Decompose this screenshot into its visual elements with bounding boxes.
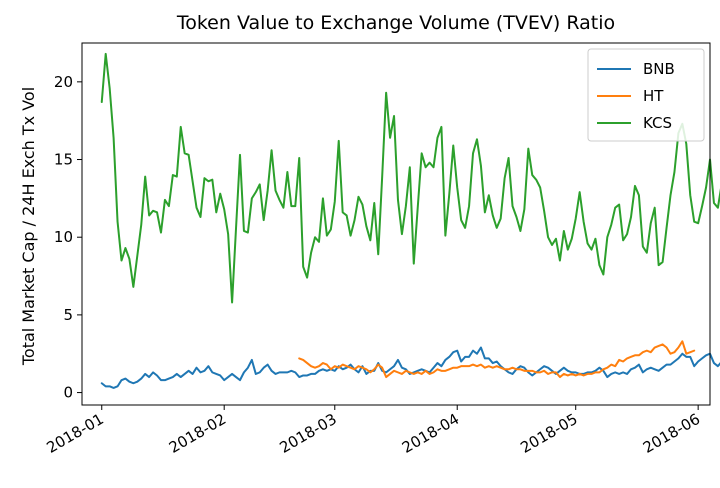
plot-area: 0 5 10 15 20 2018-01 2018-02 2018-03 2018-04 2018… <box>43 42 720 457</box>
legend-box <box>587 48 705 142</box>
legend-label-ht: HT <box>643 87 664 105</box>
legend-label-bnb: BNB <box>643 60 675 78</box>
series-line-ht <box>298 340 696 379</box>
x-tick-label: 2018-03 <box>276 410 339 457</box>
series-line-bnb <box>100 346 720 389</box>
y-tick-label: 0 <box>63 384 73 402</box>
series-line-kcs <box>100 52 720 304</box>
legend-label-kcs: KCS <box>643 114 672 132</box>
x-tick-label: 2018-04 <box>399 410 462 457</box>
y-tick-label: 5 <box>63 306 73 324</box>
x-tick-label: 2018-02 <box>166 410 229 457</box>
x-tick-label: 2018-06 <box>640 410 703 457</box>
x-tick-label: 2018-05 <box>517 410 580 457</box>
chart-title: Token Value to Exchange Volume (TVEV) Ra… <box>176 12 615 34</box>
x-tick-label: 2018-01 <box>43 410 106 457</box>
axes-frame <box>81 42 711 406</box>
legend: BNB HT KCS <box>587 48 705 142</box>
y-tick-label: 20 <box>54 73 73 91</box>
y-tick-label: 10 <box>54 228 73 246</box>
y-axis-label: Total Market Cap / 24H Exch Tx Vol <box>19 87 38 366</box>
y-tick-label: 15 <box>54 151 73 169</box>
